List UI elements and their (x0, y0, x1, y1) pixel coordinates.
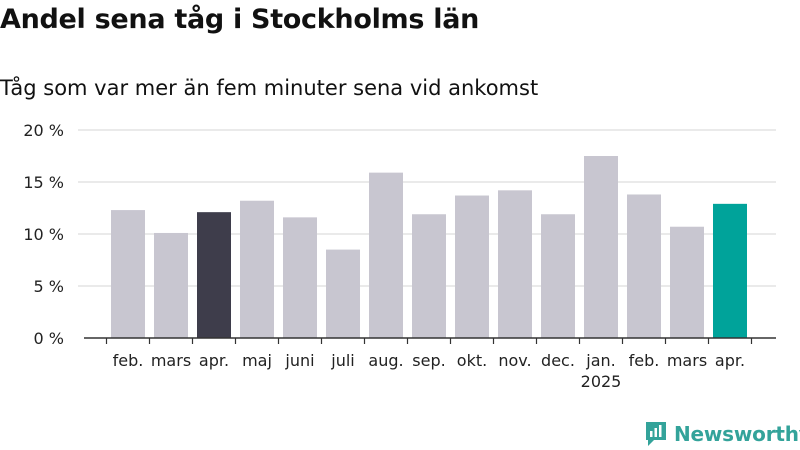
bar-14 (670, 226, 704, 338)
x-tick-label: dec. (541, 351, 575, 370)
bar-1 (111, 210, 145, 338)
x-tick-label: maj (242, 351, 272, 370)
x-tick-label: apr. (199, 351, 229, 370)
bar-8 (412, 214, 446, 338)
chart-subtitle: Tåg som var mer än fem minuter sena vid … (0, 76, 539, 100)
x-axis (84, 337, 776, 344)
bar-12 (584, 156, 618, 338)
x-tick-label: mars (151, 351, 191, 370)
x-tick-label: aug. (368, 351, 403, 370)
x-tick-label: mars (667, 351, 707, 370)
x-axis-labels: feb. mars apr. maj juni juli aug. sep. okt. nov. d… (113, 351, 745, 391)
x-tick-label: jan. (585, 351, 615, 370)
x-tick-label: feb. (113, 351, 144, 370)
x-tick-label: sep. (412, 351, 445, 370)
bar-13 (627, 194, 661, 338)
x-tick-label: juni (284, 351, 314, 370)
bar-9 (455, 195, 489, 338)
x-tick-label: okt. (457, 351, 487, 370)
bar-7 (369, 172, 403, 338)
y-axis-labels: 0 % 5 % 10 % 15 % 20 % (23, 121, 64, 348)
newsworthy-logo-icon (646, 422, 666, 446)
bar-6 (326, 249, 360, 338)
x-tick-label: apr. (715, 351, 745, 370)
bar-5 (283, 217, 317, 338)
bar-10 (498, 190, 532, 338)
bars (111, 156, 747, 338)
y-tick-label: 20 % (23, 121, 64, 140)
x-year-label: 2025 (581, 372, 622, 391)
bar-chart: 0 % 5 % 10 % 15 % 20 % feb. mars apr. maj juni ju… (23, 121, 776, 391)
y-tick-label: 0 % (34, 329, 64, 348)
bar-2 (154, 232, 188, 338)
x-tick-label: feb. (629, 351, 660, 370)
x-tick-label: juli (330, 351, 354, 370)
bar-11 (541, 214, 575, 338)
y-tick-label: 15 % (23, 173, 64, 192)
bar-15 (713, 203, 747, 338)
y-tick-label: 5 % (34, 277, 64, 296)
chart-title: Andel sena tåg i Stockholms län (0, 4, 480, 35)
y-tick-label: 10 % (23, 225, 64, 244)
bar-4 (240, 200, 274, 338)
brand-name: Newsworthy (674, 422, 800, 446)
x-tick-label: nov. (498, 351, 531, 370)
bar-3 (197, 212, 231, 338)
brand-logo: Newsworthy (644, 420, 800, 448)
